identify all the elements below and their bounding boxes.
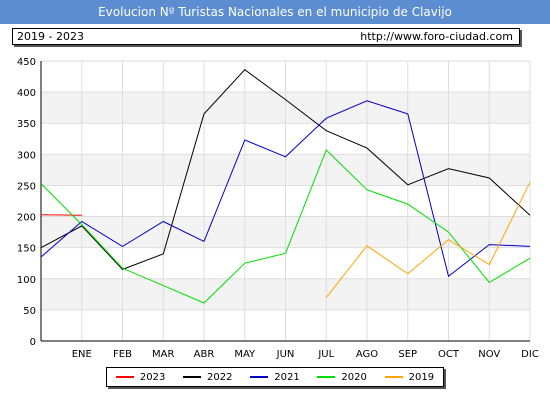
- y-tick-labels: 0 50 100 150 200 250 300 350 400 450: [17, 57, 36, 348]
- y-tick-label: 400: [17, 88, 36, 99]
- x-tick-label: FEB: [113, 349, 132, 360]
- x-tick-label: NOV: [478, 349, 500, 360]
- x-tick-label: ENE: [72, 349, 92, 360]
- legend-swatch: [115, 376, 134, 378]
- legend: 2023 2022 2021 2020 2019: [106, 367, 444, 387]
- legend-swatch: [317, 376, 336, 378]
- series-line-2021: [40, 100, 531, 278]
- series-lines: [40, 69, 531, 304]
- x-tick-label: JUN: [276, 349, 295, 360]
- legend-item-2023: 2023: [115, 371, 166, 383]
- series-line-2023: [40, 214, 82, 216]
- y-tick-label: 300: [17, 150, 36, 161]
- legend-label: 2021: [274, 371, 300, 383]
- y-tick-label: 50: [23, 306, 36, 317]
- x-tick-label: DIC: [521, 349, 539, 360]
- legend-item-2022: 2022: [183, 371, 233, 383]
- legend-swatch: [250, 376, 269, 378]
- x-tick-label: MAY: [234, 349, 256, 360]
- series-line-2022: [40, 69, 531, 270]
- x-tick-label: JUL: [317, 349, 334, 360]
- axis-lines: [40, 61, 530, 342]
- legend-item-2020: 2020: [317, 371, 367, 383]
- x-tick-label: MAR: [152, 349, 174, 360]
- legend-item-2021: 2021: [250, 371, 300, 383]
- period-label: 2019 - 2023: [17, 30, 84, 43]
- y-tick-label: 0: [30, 337, 36, 348]
- chart-title: Evolucion Nº Turistas Nacionales en el m…: [0, 0, 550, 24]
- y-tick-label: 100: [17, 275, 36, 286]
- y-tick-label: 350: [17, 119, 36, 130]
- legend-label: 2020: [341, 371, 367, 383]
- legend-label: 2023: [139, 371, 166, 383]
- legend-label: 2022: [207, 371, 233, 383]
- x-tick-label: ABR: [194, 349, 215, 360]
- legend-swatch: [384, 376, 403, 378]
- legend-item-2019: 2019: [384, 371, 435, 383]
- y-tick-label: 200: [17, 213, 36, 224]
- legend-swatch: [183, 376, 202, 378]
- series-line-2019: [325, 182, 531, 298]
- series-line-2020: [40, 149, 531, 304]
- x-tick-label: AGO: [356, 349, 378, 360]
- info-bar: 2019 - 2023 http://www.foro-ciudad.com: [12, 28, 520, 45]
- x-tick-labels: ENE FEB MAR ABR MAY JUN JUL AGO SEP OCT NOV DIC: [72, 349, 539, 360]
- y-tick-label: 150: [17, 244, 36, 255]
- source-url: http://www.foro-ciudad.com: [360, 30, 513, 43]
- x-tick-label: SEP: [398, 349, 417, 360]
- legend-label: 2019: [408, 371, 435, 383]
- x-tick-label: OCT: [438, 349, 460, 360]
- y-tick-label: 450: [17, 57, 36, 68]
- y-tick-label: 250: [17, 181, 36, 192]
